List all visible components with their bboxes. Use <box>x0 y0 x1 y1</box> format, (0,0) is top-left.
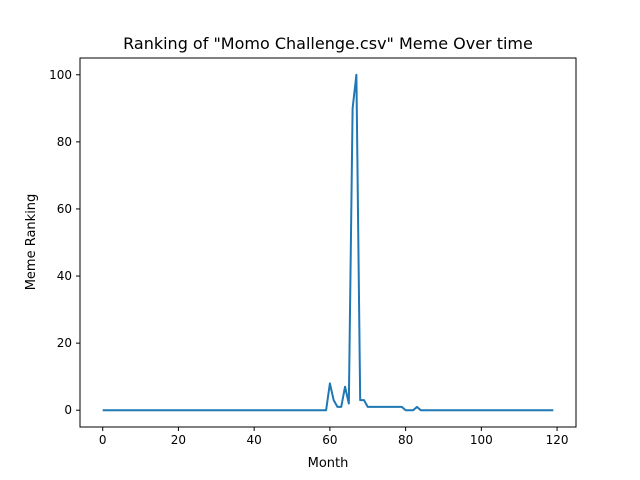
y-axis-label: Meme Ranking <box>24 194 39 291</box>
y-axis: 0 20 40 60 80 100 <box>49 68 80 417</box>
series-layer <box>102 73 554 412</box>
x-tick-label: 20 <box>171 433 186 447</box>
y-tick-label: 60 <box>57 202 72 216</box>
x-tick-label: 40 <box>247 433 262 447</box>
x-axis-label: Month <box>308 456 349 471</box>
y-tick-label: 80 <box>57 135 72 149</box>
y-tick-label: 0 <box>64 403 72 417</box>
x-axis: 0 20 40 60 80 100 120 <box>99 427 569 447</box>
y-tick-label: 40 <box>57 269 72 283</box>
x-tick-label: 120 <box>546 433 569 447</box>
y-tick-label: 20 <box>57 336 72 350</box>
x-tick-label: 100 <box>470 433 493 447</box>
x-tick-label: 80 <box>398 433 413 447</box>
plot-frame <box>79 57 577 428</box>
x-tick-label: 0 <box>99 433 107 447</box>
plot-area: 0 20 40 60 80 100 120 0 20 40 60 80 100 <box>49 57 577 447</box>
series-line <box>102 73 554 412</box>
x-tick-label: 60 <box>322 433 337 447</box>
y-tick-label: 100 <box>49 68 72 82</box>
chart-title: Ranking of "Momo Challenge.csv" Meme Ove… <box>123 34 533 53</box>
